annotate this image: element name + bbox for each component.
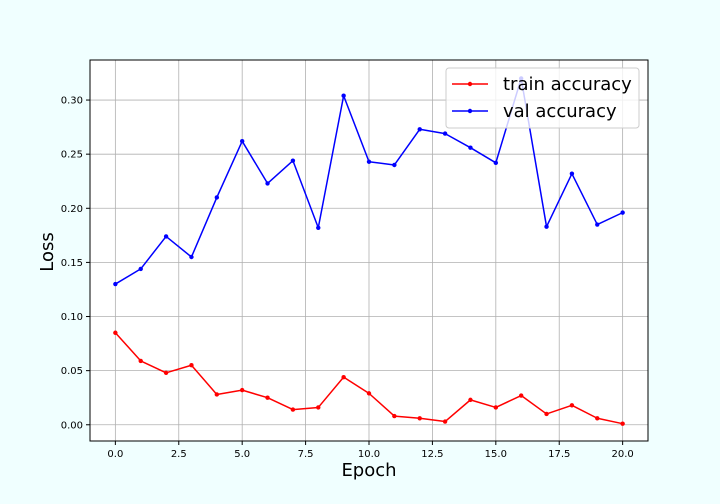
val-accuracy-point — [544, 224, 549, 229]
train-accuracy-point — [569, 403, 575, 408]
val-accuracy-point — [163, 234, 169, 239]
legend-val-accuracy-marker — [467, 108, 473, 114]
x-tick-label: 10.0 — [358, 449, 380, 460]
y-tick-label: 0.05 — [61, 366, 83, 377]
train-accuracy-point — [239, 387, 245, 393]
val-accuracy-point — [113, 281, 118, 287]
val-accuracy-point — [569, 171, 575, 176]
train-accuracy-point — [138, 358, 143, 364]
train-accuracy-point — [595, 416, 600, 421]
train-accuracy-point — [113, 330, 118, 335]
y-axis-ticks: 0.00 0.05 0.10 0.15 0.20 0.25 0.30 — [61, 96, 90, 431]
val-accuracy-point — [138, 266, 143, 272]
train-accuracy-point — [214, 392, 220, 397]
train-accuracy-point — [392, 413, 397, 419]
y-tick-label: 0.20 — [61, 204, 83, 215]
legend-box — [445, 67, 640, 129]
val-accuracy-point — [595, 222, 600, 227]
train-accuracy-point — [468, 397, 473, 403]
y-tick-label: 0.00 — [61, 420, 83, 431]
legend-val-accuracy-label: val accuracy — [503, 101, 617, 122]
val-accuracy-point — [417, 127, 422, 132]
train-accuracy-point — [417, 416, 422, 421]
y-tick-label: 0.10 — [61, 312, 83, 323]
train-accuracy-point — [544, 411, 549, 417]
val-accuracy-point — [265, 181, 270, 186]
val-accuracy-point — [239, 138, 245, 144]
val-accuracy-point — [493, 160, 499, 166]
val-accuracy-point — [341, 93, 346, 98]
x-tick-label: 17.5 — [548, 449, 570, 460]
y-axis-label: Loss — [37, 232, 58, 271]
val-accuracy-point — [214, 195, 220, 200]
series-train-accuracy — [113, 330, 625, 426]
legend: train accuracy val accuracy — [445, 67, 640, 129]
train-accuracy-point — [290, 407, 296, 412]
train-accuracy-point — [620, 421, 625, 426]
train-accuracy-point — [265, 395, 270, 400]
val-accuracy-point — [620, 210, 625, 215]
val-accuracy-point — [366, 159, 372, 164]
val-accuracy-point — [189, 254, 194, 260]
train-accuracy-point — [366, 391, 372, 396]
train-accuracy-point — [163, 370, 169, 376]
x-tick-label: 7.5 — [298, 449, 314, 460]
train-accuracy-point — [442, 419, 448, 424]
val-accuracy-point — [392, 162, 397, 168]
legend-train-accuracy-marker — [467, 81, 473, 87]
x-axis-label: Epoch — [341, 460, 396, 481]
y-tick-label: 0.25 — [61, 150, 83, 161]
val-accuracy-point — [290, 158, 296, 163]
x-tick-label: 2.5 — [171, 449, 187, 460]
x-tick-label: 15.0 — [485, 449, 507, 460]
train-accuracy-point — [189, 363, 194, 368]
val-accuracy-point — [316, 225, 321, 230]
val-accuracy-point — [442, 131, 448, 136]
x-tick-label: 20.0 — [612, 449, 634, 460]
legend-train-accuracy-label: train accuracy — [503, 74, 632, 95]
train-accuracy-point — [341, 374, 346, 380]
val-accuracy-point — [468, 145, 473, 150]
y-tick-label: 0.30 — [61, 96, 83, 107]
x-tick-label: 12.5 — [421, 449, 443, 460]
x-tick-label: 5.0 — [234, 449, 250, 460]
x-axis-ticks: 0.0 2.5 5.0 7.5 10.0 12.5 15.0 17.5 20.0 — [107, 441, 634, 460]
train-accuracy-point — [493, 405, 499, 410]
x-tick-label: 0.0 — [107, 449, 123, 460]
y-tick-label: 0.15 — [61, 258, 83, 269]
train-accuracy-point — [518, 393, 524, 398]
train-accuracy-point — [316, 405, 321, 410]
